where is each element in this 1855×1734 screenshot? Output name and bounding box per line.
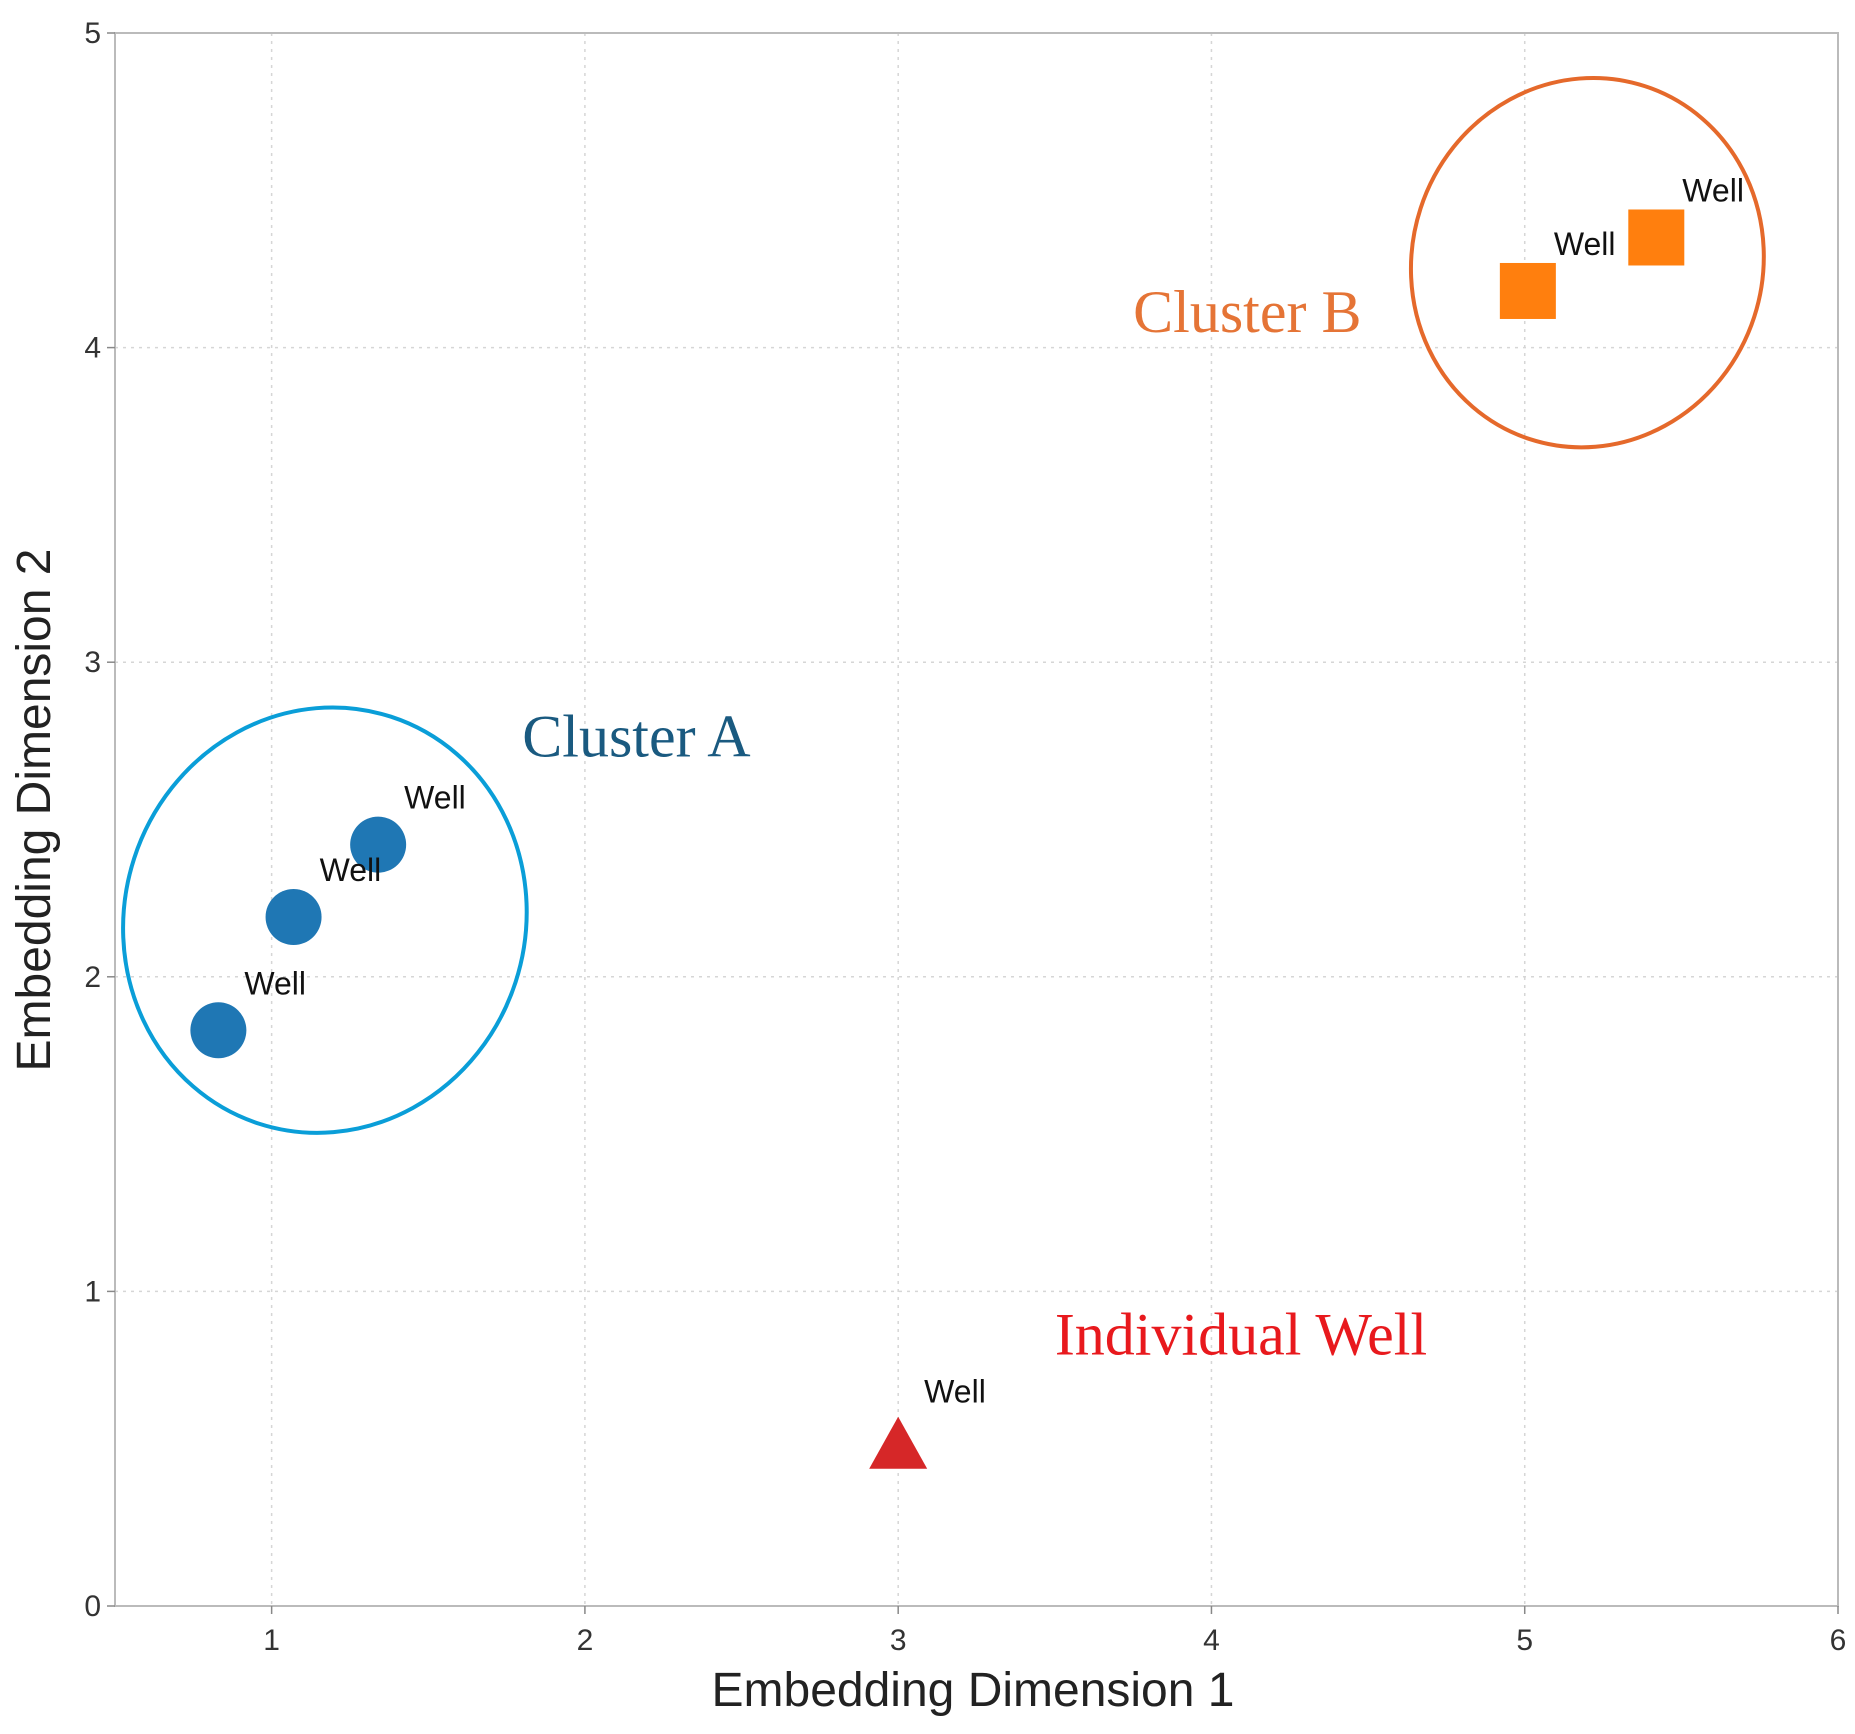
y-axis-label: Embedding Dimension 2 xyxy=(8,549,61,1072)
point-labels: Well Well Well Well Well Well xyxy=(244,172,1744,1409)
data-points xyxy=(190,209,1685,1469)
cluster-ellipses xyxy=(121,75,1766,1135)
cluster-annotations: Cluster A Cluster B Individual Well xyxy=(522,279,1427,1367)
x-tick-label: 6 xyxy=(1830,1624,1847,1657)
x-tick-label: 3 xyxy=(890,1624,907,1657)
cluster-ellipse xyxy=(121,705,529,1135)
point-label: Well xyxy=(924,1374,986,1410)
circle-marker xyxy=(190,1002,247,1059)
y-tick-label: 5 xyxy=(84,17,101,50)
axis-ticks: 1 2 3 4 5 6 0 1 2 3 4 5 xyxy=(84,17,1846,1657)
point-label: Well xyxy=(1554,226,1616,262)
x-tick-label: 2 xyxy=(577,1624,594,1657)
y-tick-label: 3 xyxy=(84,646,101,679)
cluster-ellipse xyxy=(1408,75,1766,450)
point-label: Well xyxy=(244,965,306,1001)
triangle-marker xyxy=(869,1416,928,1469)
circle-marker xyxy=(350,816,407,873)
y-tick-label: 0 xyxy=(84,1590,101,1623)
y-tick-label: 2 xyxy=(84,961,101,994)
plot-area-frame xyxy=(114,32,1839,1607)
cluster-annotation: Cluster A xyxy=(522,704,750,770)
x-tick-label: 1 xyxy=(263,1624,280,1657)
x-axis-label: Embedding Dimension 1 xyxy=(712,1664,1235,1717)
y-tick-label: 4 xyxy=(84,332,101,365)
cluster-annotation: Cluster B xyxy=(1133,279,1361,345)
y-tick-label: 1 xyxy=(84,1275,101,1308)
x-tick-label: 4 xyxy=(1203,1624,1220,1657)
cluster-annotation: Individual Well xyxy=(1055,1301,1427,1367)
point-label: Well xyxy=(320,852,382,888)
point-label: Well xyxy=(404,780,466,816)
square-marker xyxy=(1499,262,1556,319)
square-marker xyxy=(1628,209,1685,266)
circle-marker xyxy=(265,889,322,946)
x-tick-label: 5 xyxy=(1516,1624,1533,1657)
point-label: Well xyxy=(1682,172,1744,208)
